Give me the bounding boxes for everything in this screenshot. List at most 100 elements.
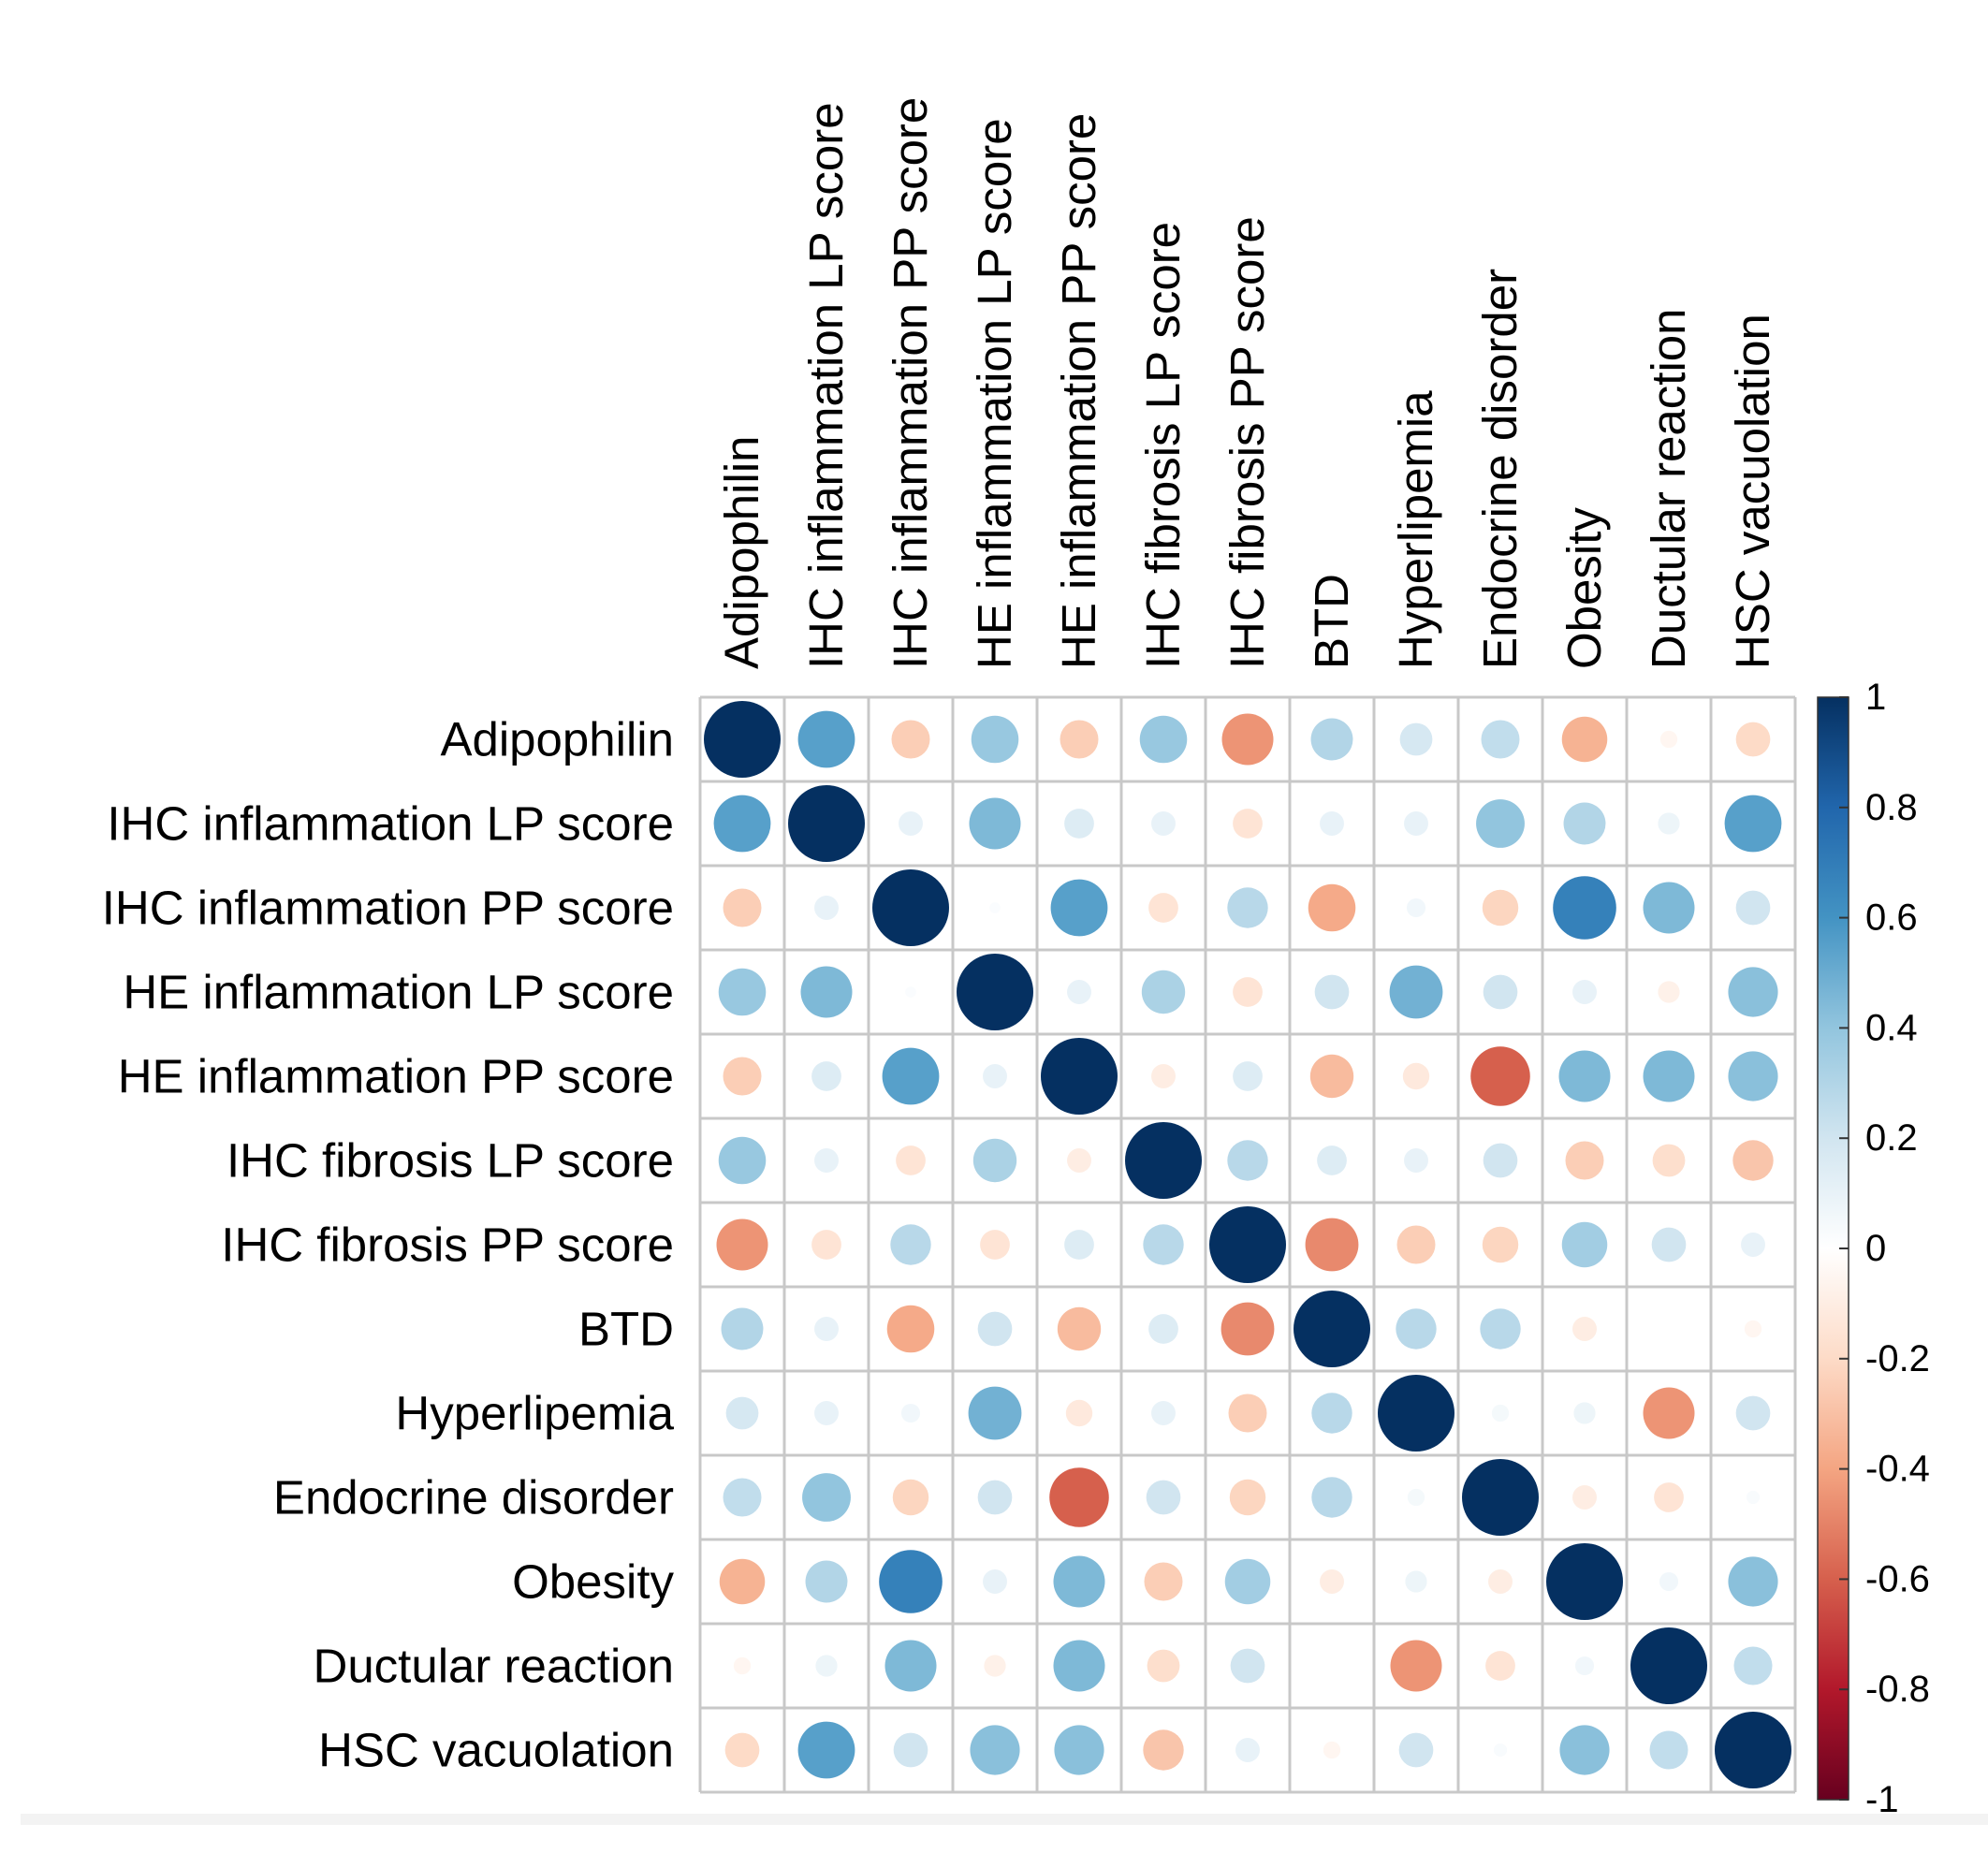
correlation-circle	[977, 1480, 1013, 1515]
correlation-circle	[1224, 1558, 1271, 1605]
correlation-circle	[1144, 1562, 1183, 1601]
correlation-circle	[1227, 1140, 1268, 1181]
correlation-circle	[1483, 974, 1518, 1010]
correlation-circle	[1148, 1314, 1178, 1344]
column-label: Endocrine disorder	[1473, 269, 1527, 669]
row-label: IHC fibrosis LP score	[227, 1134, 674, 1188]
correlation-circle	[797, 1721, 855, 1779]
correlation-circle	[1558, 1050, 1611, 1102]
correlation-circle	[1151, 1401, 1176, 1425]
column-label: IHC fibrosis PP score	[1221, 216, 1274, 669]
correlation-circle	[984, 1655, 1006, 1677]
correlation-circle	[1735, 890, 1771, 926]
correlation-circle	[1233, 977, 1263, 1007]
bottom-divider	[21, 1814, 1988, 1825]
correlation-circle	[1233, 809, 1263, 839]
correlation-circle	[718, 1136, 767, 1185]
correlation-circle	[1735, 1395, 1771, 1431]
correlation-circle	[1050, 879, 1108, 937]
row-label: IHC inflammation PP score	[102, 882, 674, 935]
correlation-circle	[811, 1230, 841, 1260]
row-label: BTD	[578, 1303, 674, 1356]
correlation-circle	[1233, 1061, 1263, 1091]
correlation-circle	[1294, 1291, 1370, 1367]
row-label: HE inflammation PP score	[118, 1050, 674, 1103]
color-bar-tick-label: 0	[1865, 1228, 1886, 1269]
correlation-circle	[1389, 965, 1443, 1019]
correlation-circle	[1405, 1570, 1427, 1593]
row-label: IHC inflammation LP score	[107, 797, 674, 851]
correlation-circle	[800, 966, 853, 1018]
correlation-circle	[1741, 1233, 1765, 1257]
correlation-circle	[797, 710, 855, 768]
correlation-circle	[1314, 974, 1350, 1010]
correlation-circle	[713, 795, 771, 853]
correlation-circle	[972, 1138, 1017, 1183]
correlation-circle	[1488, 1569, 1513, 1594]
correlation-circle	[1659, 1571, 1679, 1592]
correlation-circle	[1482, 889, 1519, 926]
correlation-circle	[1715, 1712, 1791, 1788]
correlation-circle	[1559, 1725, 1610, 1775]
correlation-circle	[1067, 980, 1091, 1004]
correlation-circle	[716, 1218, 768, 1271]
correlation-circle	[1553, 876, 1616, 940]
row-label: Adipophilin	[440, 713, 674, 766]
correlation-circle	[724, 1732, 760, 1768]
correlation-circle	[1143, 1224, 1184, 1265]
row-label: Obesity	[512, 1555, 674, 1609]
correlation-circle	[1399, 722, 1433, 756]
correlation-circle	[886, 1305, 935, 1353]
correlation-circle	[814, 896, 839, 920]
correlation-circle	[1573, 1402, 1596, 1424]
correlation-circle	[1146, 1480, 1181, 1515]
correlation-circle	[1643, 1387, 1695, 1439]
correlation-circle	[1652, 1144, 1686, 1177]
correlation-circle	[1470, 1046, 1530, 1106]
correlation-circle	[1572, 980, 1597, 1004]
correlation-circle	[1320, 811, 1344, 836]
correlation-circle	[1057, 1306, 1102, 1351]
correlation-circle	[723, 1478, 762, 1517]
correlation-circle	[733, 1656, 752, 1675]
correlation-circle	[1060, 720, 1099, 759]
correlation-circle	[1658, 981, 1680, 1003]
correlation-circle	[1728, 1051, 1778, 1102]
column-label: IHC inflammation PP score	[884, 97, 937, 669]
correlation-circle	[805, 1560, 848, 1603]
correlation-circle	[892, 1479, 929, 1516]
correlation-circle	[721, 1307, 764, 1350]
correlation-circle	[1561, 1221, 1608, 1268]
row-label: HE inflammation LP score	[123, 966, 674, 1019]
correlation-circle	[814, 1317, 839, 1341]
correlation-circle	[957, 954, 1033, 1030]
correlation-circle	[1209, 1206, 1286, 1283]
correlation-circle	[1728, 1556, 1778, 1607]
correlation-circle	[814, 1148, 839, 1173]
correlation-circle	[1733, 1646, 1773, 1685]
correlation-circle	[1643, 1050, 1695, 1102]
correlation-circle	[1485, 1651, 1515, 1681]
correlation-circle	[1311, 1477, 1352, 1518]
column-label: HE inflammation LP score	[968, 118, 1021, 669]
correlation-circle	[893, 1732, 928, 1768]
correlation-circle	[1305, 1218, 1359, 1272]
correlation-circle	[1053, 1555, 1105, 1608]
correlation-circle	[1041, 1038, 1118, 1115]
correlation-circle	[1406, 897, 1426, 918]
correlation-circle	[1480, 1308, 1521, 1350]
correlation-circle	[1482, 1226, 1519, 1263]
correlation-circle	[1317, 1145, 1347, 1175]
column-label: IHC inflammation LP score	[799, 102, 853, 669]
column-label: BTD	[1305, 574, 1358, 669]
correlation-circle	[1221, 1302, 1275, 1356]
correlation-circle	[1546, 1543, 1623, 1620]
correlation-circle	[882, 1047, 940, 1105]
correlation-circle	[1378, 1375, 1454, 1452]
correlation-circle	[1493, 1743, 1508, 1758]
column-label: Adipophilin	[715, 435, 768, 669]
correlation-circle	[1651, 1227, 1687, 1262]
row-label: Endocrine disorder	[273, 1471, 674, 1525]
column-label: HSC vacuolation	[1726, 314, 1779, 669]
